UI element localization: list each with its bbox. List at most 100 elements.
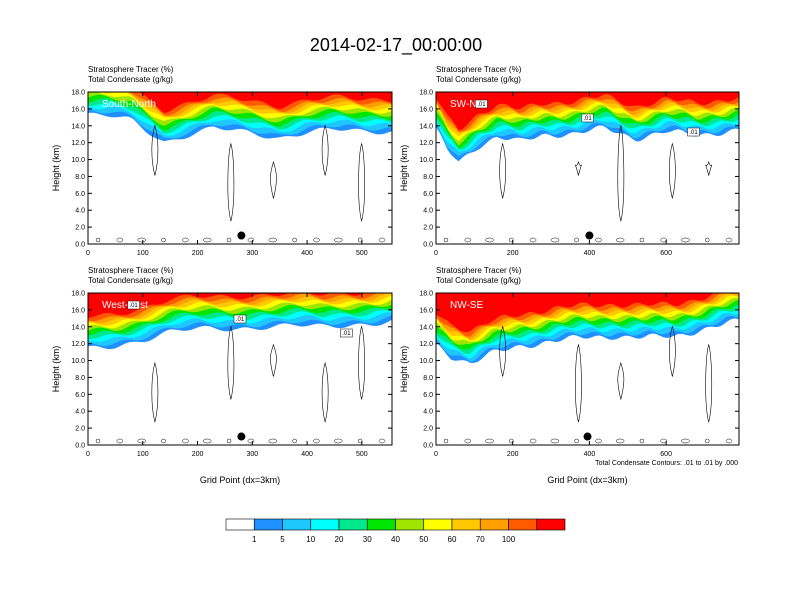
- contour-blob: [574, 438, 579, 444]
- plot-frame: [435, 292, 740, 446]
- colorbar-swatch: [253, 518, 283, 531]
- colorbar-label: 50: [419, 535, 428, 544]
- tracer-shading: [436, 92, 739, 162]
- panel-label: SW-NE: [450, 99, 483, 110]
- panel-header-tracer: Stratosphere Tracer (%): [88, 65, 174, 74]
- contour-line: [151, 124, 159, 176]
- y-tick-label: 10.0: [419, 358, 433, 365]
- contour-line: [358, 325, 365, 400]
- contour-blob: [660, 237, 667, 243]
- y-tick-label: 12.0: [419, 140, 433, 147]
- contour-blob: [443, 438, 449, 444]
- colorbar-swatch: [338, 518, 368, 531]
- contour-blob: [292, 438, 297, 444]
- plot-frame: [87, 292, 393, 446]
- contour-line: [227, 325, 235, 400]
- contour-line: [617, 124, 625, 222]
- contour-label: .01: [689, 130, 698, 136]
- tracer-level-11: [436, 92, 739, 131]
- tracer-level-11: [436, 293, 739, 333]
- colorbar-label: 40: [391, 535, 400, 544]
- contour-blob: [182, 237, 189, 243]
- contour-blob: [681, 237, 690, 243]
- y-tick-label: 0.0: [423, 242, 433, 249]
- y-tick-label: 8.0: [75, 174, 85, 181]
- contour-blob: [595, 237, 602, 243]
- colorbar-label: 60: [448, 535, 457, 544]
- y-tick-label: 4.0: [423, 409, 433, 416]
- colorbar-label: 10: [306, 535, 315, 544]
- contour-blob: [137, 438, 146, 444]
- y-tick-label: 8.0: [75, 375, 85, 382]
- contour-blob: [550, 237, 560, 243]
- panel-header-condensate: Total Condensate (g/kg): [88, 75, 173, 84]
- contour-blob: [95, 237, 101, 243]
- contour-blob: [639, 237, 645, 243]
- contour-label-box: [475, 99, 488, 109]
- y-axis-label: Height (km): [51, 145, 61, 192]
- x-tick-label: 0: [86, 250, 90, 257]
- contour-footnote: Total Condensate Contours: .01 to .01 by…: [595, 460, 738, 467]
- x-tick-label: 100: [137, 451, 149, 458]
- contour-blob: [529, 237, 537, 243]
- contour-blob: [182, 438, 189, 444]
- x-tick-label: 400: [301, 451, 313, 458]
- contour-label: .01: [129, 303, 138, 309]
- y-tick-label: 2.0: [75, 225, 85, 232]
- contour-blob: [595, 438, 602, 444]
- contour-blob: [464, 237, 472, 243]
- colorbar-label: 5: [280, 535, 285, 544]
- panel-label: West-East: [102, 300, 148, 311]
- y-tick-label: 0.0: [75, 443, 85, 450]
- contour-line: [270, 343, 277, 377]
- y-tick-label: 10.0: [419, 157, 433, 164]
- contour-line: [321, 124, 329, 176]
- y-tick-label: 18.0: [71, 90, 85, 97]
- panel-label: South-North: [102, 99, 156, 110]
- contour-blob: [313, 438, 320, 444]
- contour-blob: [725, 237, 733, 243]
- panel-header-tracer: Stratosphere Tracer (%): [436, 266, 522, 275]
- y-tick-label: 2.0: [423, 225, 433, 232]
- y-axis-label: Height (km): [51, 346, 61, 393]
- contour-blob: [268, 438, 278, 444]
- colorbar-swatch: [366, 518, 396, 531]
- contour-blob: [357, 438, 363, 444]
- x-tick-label: 300: [246, 250, 258, 257]
- contour-blob: [615, 237, 625, 243]
- contour-line: [575, 160, 582, 176]
- contour-blob: [464, 438, 472, 444]
- contour-label: .01: [342, 331, 351, 337]
- y-tick-label: 16.0: [71, 106, 85, 113]
- y-tick-label: 14.0: [419, 123, 433, 130]
- x-tick-label: 0: [86, 451, 90, 458]
- y-tick-label: 14.0: [419, 324, 433, 331]
- panel-header-tracer: Stratosphere Tracer (%): [436, 65, 522, 74]
- y-tick-label: 0.0: [423, 443, 433, 450]
- x-tick-label: 100: [137, 250, 149, 257]
- y-axis-label: Height (km): [399, 145, 409, 192]
- y-tick-label: 14.0: [71, 324, 85, 331]
- y-tick-label: 16.0: [419, 106, 433, 113]
- x-tick-label: 400: [301, 250, 313, 257]
- contour-line: [669, 325, 676, 377]
- y-tick-label: 16.0: [71, 307, 85, 314]
- panel-2: 0 200 400 600 0.0 2.0 4.0 6.0 8.0 10.0 12.0 14.0 16.…: [399, 65, 740, 257]
- contour-blob: [137, 237, 146, 243]
- panel-1: 0 100 200 300 400 500 0.0 2.0 4.0 6.0 8.0 10.0 12.0 1…: [51, 65, 393, 257]
- y-tick-label: 16.0: [419, 307, 433, 314]
- panel-label: NW-SE: [450, 300, 483, 311]
- contour-label: .01: [477, 102, 486, 108]
- y-tick-label: 12.0: [71, 341, 85, 348]
- y-tick-label: 18.0: [419, 291, 433, 298]
- y-tick-label: 8.0: [423, 174, 433, 181]
- tracer-shading: [436, 293, 739, 363]
- contour-line: [151, 361, 159, 423]
- panel-4: 0 200 400 600 0.0 2.0 4.0 6.0 8.0 10.0 12.0 14.0 16.…: [399, 266, 740, 485]
- y-tick-label: 6.0: [423, 392, 433, 399]
- contour-blob: [95, 438, 101, 444]
- x-tick-label: 200: [507, 451, 519, 458]
- y-tick-label: 2.0: [75, 426, 85, 433]
- location-dot: [237, 432, 246, 441]
- contour-label-box: [581, 113, 594, 123]
